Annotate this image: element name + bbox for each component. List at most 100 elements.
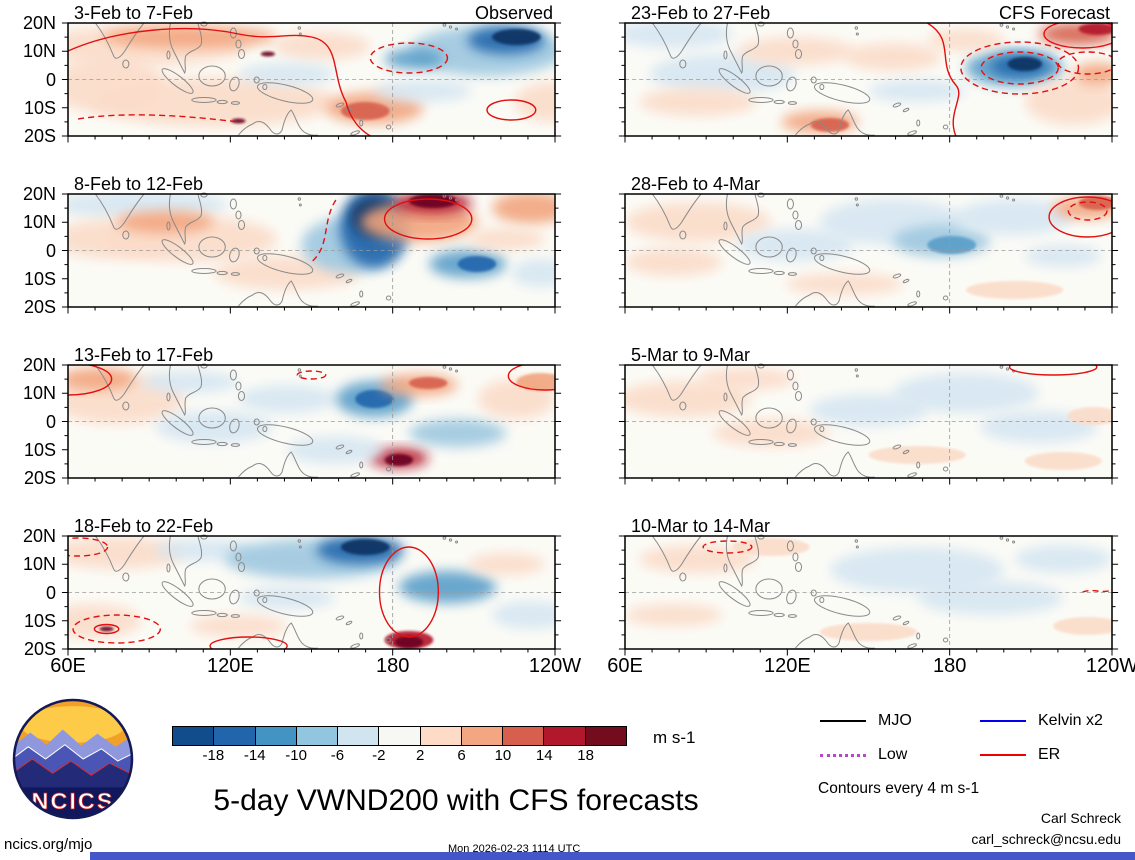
colorbar-tick-label: -14: [243, 747, 266, 764]
legend-label: MJO: [878, 712, 912, 729]
legend-item-mjo: MJO: [820, 712, 980, 730]
colorbar-segment: [378, 727, 420, 745]
colorbar-segment: [460, 727, 503, 745]
lon-label: 60E: [50, 655, 86, 677]
colorbar-units-label: m s-1: [653, 728, 696, 747]
lat-label: 0: [45, 582, 56, 603]
colorbar-tick-label: -10: [285, 747, 307, 764]
panel-title-row: 3-Feb to 7-Feb Observed: [68, 3, 555, 23]
lon-label: 180: [375, 655, 410, 677]
lat-label: 10N: [22, 212, 56, 233]
legend-line-sample: [980, 720, 1026, 722]
panel-map: [61, 21, 562, 143]
lon-label: 120W: [528, 655, 582, 677]
lon-label: 120E: [763, 655, 811, 677]
lat-label: 10S: [23, 268, 56, 289]
colorbar-segment: [295, 727, 338, 745]
panel-title: 5-Mar to 9-Mar: [631, 345, 751, 365]
panel-cell: 10-Mar to 14-Mar: [618, 516, 1119, 656]
contour-note: Contours every 4 m s-1: [818, 780, 980, 797]
lat-label: 10N: [22, 41, 56, 62]
lon-label: 60E: [607, 655, 643, 677]
bottom-blue-bar: [90, 852, 1135, 860]
legend-line-sample: [980, 754, 1026, 756]
panel-title-row: 13-Feb to 17-Feb: [68, 345, 555, 365]
lat-label: 10N: [22, 554, 56, 575]
colorbar-segment: [254, 727, 296, 745]
lat-label: 0: [45, 69, 56, 90]
panel-cell: 8-Feb to 12-Feb 20N 10N 0 10S 20S: [23, 174, 562, 316]
lat-label: 20N: [22, 526, 56, 546]
colorbar-segment: [584, 727, 626, 745]
legend-line-sample: [820, 753, 866, 757]
panel-cell: 28-Feb to 4-Mar: [618, 174, 1119, 314]
panel-map: [618, 21, 1119, 143]
panel-title-row: 28-Feb to 4-Mar: [625, 174, 1112, 194]
panel-title-row: 18-Feb to 22-Feb: [68, 516, 555, 536]
panel-title-row: 5-Mar to 9-Mar: [625, 345, 1112, 365]
colorbar: -18 -14 -10 -6 -2 2 6 10 14 18 m s-1: [172, 726, 696, 765]
lat-label: 20S: [23, 468, 56, 488]
colorbar-tick-label: 6: [457, 747, 466, 764]
legend-line-sample: [820, 720, 866, 722]
panel-map: [618, 192, 1119, 314]
lat-label: 0: [45, 411, 56, 432]
forecast-column: 23-Feb to 27-Feb CFS Forecast 28-Feb to 4-…: [607, 3, 1135, 681]
panel-title-row: 8-Feb to 12-Feb: [68, 174, 555, 194]
legend-label: Kelvin x2: [1038, 712, 1103, 729]
colorbar-segment: [502, 727, 544, 745]
lat-axis-labels: 20N 10N 0 10S 20S: [6, 527, 62, 658]
panel-title-row: 10-Mar to 14-Mar: [625, 516, 1112, 536]
legend-item-er: ER: [980, 746, 1120, 764]
lat-axis-labels: 20N 10N 0 10S 20S: [6, 185, 62, 316]
lat-label: 20S: [23, 297, 56, 317]
panel-title-row: 23-Feb to 27-Feb CFS Forecast: [625, 3, 1112, 23]
panel-cell: 5-Mar to 9-Mar: [618, 345, 1119, 485]
legend-label: ER: [1038, 746, 1061, 763]
lat-label: 20S: [23, 126, 56, 146]
panel-title: 10-Mar to 14-Mar: [631, 516, 771, 536]
lon-label: 120E: [206, 655, 254, 677]
credit-name: Carl Schreck: [1040, 810, 1121, 826]
lat-label: 10N: [22, 383, 56, 404]
legend-item-kelvin-x2: Kelvin x2: [980, 712, 1120, 730]
legend-item-low: Low: [820, 746, 980, 764]
lat-label: 10S: [23, 97, 56, 118]
panel-corner-label: CFS Forecast: [998, 3, 1110, 23]
colorbar-segment: [337, 727, 379, 745]
colorbar-bar: [172, 726, 627, 746]
colorbar-segment: [173, 727, 214, 745]
lon-axis-labels: 60E 120E 180 120W: [607, 655, 1135, 681]
lon-label: 120W: [1085, 655, 1135, 677]
colorbar-tick-label: -18: [202, 747, 225, 764]
lon-axis-labels: 60E 120E 180 120W: [50, 655, 581, 681]
panel-title: 8-Feb to 12-Feb: [74, 174, 204, 194]
panel-map: [618, 534, 1119, 656]
ncics-logo-graphic: NCICS: [12, 698, 134, 820]
panel-cell: 18-Feb to 22-Feb 20N 10N 0 10S 20S: [23, 516, 562, 658]
panel-title: 28-Feb to 4-Mar: [631, 174, 761, 194]
panel-cell: 23-Feb to 27-Feb CFS Forecast: [618, 3, 1119, 143]
panel-title: 13-Feb to 17-Feb: [74, 345, 214, 365]
panel-cell: 3-Feb to 7-Feb Observed 20N 10N 0 10S 20S: [23, 3, 562, 145]
colorbar-segment: [543, 727, 585, 745]
panel-title: 18-Feb to 22-Feb: [74, 516, 214, 536]
colorbar-tick-label: 14: [535, 747, 553, 764]
colorbar-tick-label: -6: [330, 747, 345, 764]
credit-email: carl_schreck@ncsu.edu: [971, 831, 1121, 847]
panel-map: [61, 534, 562, 656]
colorbar-segment: [213, 727, 255, 745]
wave-legend: MJO Kelvin x2 Low ER: [820, 712, 1120, 764]
observed-column: 3-Feb to 7-Feb Observed 20N 10N 0 10S 20S 8-Feb…: [23, 3, 581, 681]
lat-label: 10S: [23, 439, 56, 460]
colorbar-labels: -18 -14 -10 -6 -2 2 6 10 14 18: [172, 747, 627, 765]
lat-label: 20N: [22, 184, 56, 204]
colorbar-tick-label: 2: [416, 747, 425, 764]
legend-label: Low: [878, 746, 908, 763]
panel-cell: 13-Feb to 17-Feb 20N 10N 0 10S 20S: [23, 345, 562, 487]
panel-map: [618, 363, 1119, 485]
lat-label: 10S: [23, 610, 56, 631]
lat-axis-labels: 20N 10N 0 10S 20S: [6, 14, 62, 145]
figure-title: 5-day VWND200 with CFS forecasts: [213, 784, 699, 817]
